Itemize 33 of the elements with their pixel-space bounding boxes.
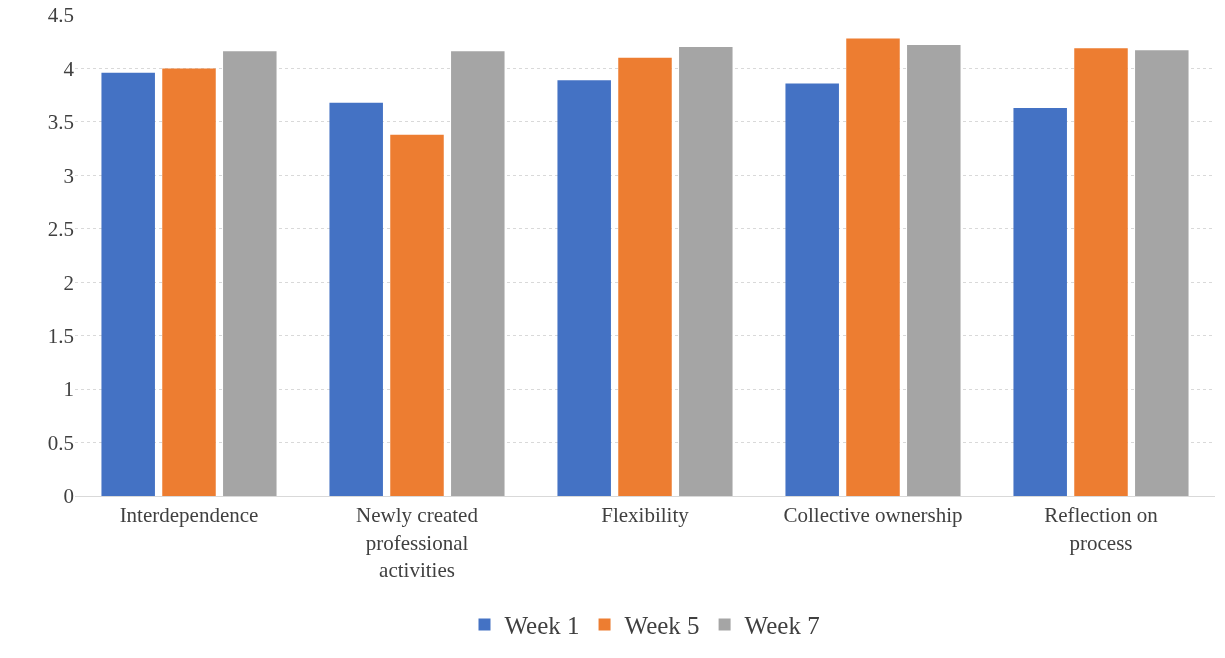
bar — [329, 102, 383, 496]
bar — [451, 51, 505, 496]
y-tick-label: 2 — [63, 270, 74, 295]
bar — [907, 44, 961, 496]
bar — [846, 38, 900, 496]
y-tick-label: 2.5 — [47, 217, 74, 242]
x-tick-label: Newly created professional activities — [356, 503, 479, 582]
bar — [223, 51, 277, 496]
y-tick-label: 1 — [63, 377, 74, 402]
x-tick-label: Reflection on process — [1044, 503, 1159, 555]
bar — [1074, 48, 1128, 496]
bar — [785, 83, 839, 496]
y-tick-label: 4.5 — [47, 3, 74, 28]
y-tick-label: 0.5 — [47, 430, 74, 455]
bar — [557, 80, 611, 496]
x-tick-label: Flexibility — [601, 503, 690, 528]
x-tick-label: Interdependence — [119, 503, 259, 528]
y-tick-label: 3 — [63, 163, 74, 188]
bar — [101, 72, 155, 496]
legend-label: Week 7 — [744, 612, 820, 640]
x-tick-label: Collective ownership — [783, 503, 963, 528]
legend-label: Week 1 — [504, 612, 580, 640]
legend-label: Week 5 — [624, 612, 700, 640]
y-tick-label: 4 — [63, 56, 75, 81]
y-tick-label: 3.5 — [47, 110, 74, 135]
y-tick-label: 0 — [63, 484, 74, 509]
bar — [1013, 107, 1067, 496]
bar — [1135, 50, 1189, 496]
bar — [679, 47, 733, 496]
y-tick-label: 1.5 — [47, 324, 74, 349]
bar — [390, 134, 444, 496]
bar — [618, 57, 672, 496]
bar — [162, 68, 216, 496]
